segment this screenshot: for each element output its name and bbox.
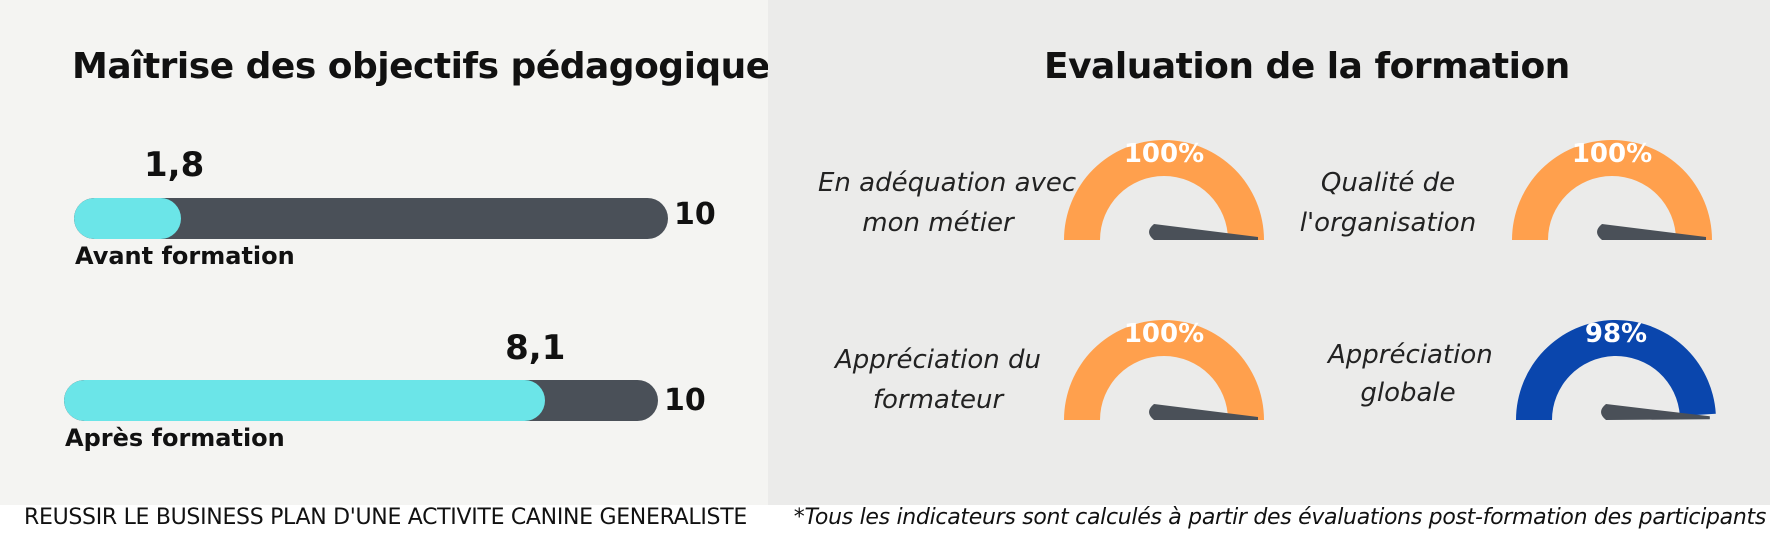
gauge-value: 100%	[1124, 139, 1204, 169]
gauge-globale: 98%	[1516, 319, 1716, 420]
bar-fill-before	[74, 198, 181, 239]
footnote: *Tous les indicateurs sont calculés à pa…	[793, 505, 1767, 530]
gauge-value: 100%	[1124, 319, 1204, 349]
gauge-needle	[1149, 224, 1258, 240]
gauge-arc	[1516, 320, 1716, 420]
gauge-metier: 100%	[1064, 139, 1264, 240]
gauge-label-formateur: Appréciation du formateur	[835, 345, 1041, 415]
bar-value-before: 1,8	[144, 145, 205, 185]
bar-max-after: 10	[664, 383, 706, 418]
gauge-label-metier: En adéquation avec mon métier	[818, 168, 1077, 238]
gauge-needle	[1597, 224, 1706, 240]
gauge-value: 98%	[1585, 319, 1647, 349]
bar-fill-after	[64, 380, 546, 421]
bar-label-before: Avant formation	[75, 242, 295, 270]
bar-label-after: Après formation	[65, 424, 285, 452]
gauge-arc	[1512, 140, 1712, 240]
bar-max-before: 10	[674, 197, 716, 232]
gauge-arc	[1064, 320, 1264, 420]
bar-track-before	[74, 198, 668, 239]
left-panel: Maîtrise des objectifs pédagogiques 1,8 …	[0, 0, 791, 505]
bar-track-after	[64, 380, 658, 421]
gauge-label-organisation: Qualité de l'organisation	[1299, 168, 1477, 238]
right-panel-title: Evaluation de la formation	[1044, 46, 1570, 87]
left-panel-title: Maîtrise des objectifs pédagogiques	[72, 46, 791, 87]
gauge-organisation: 100%	[1512, 139, 1712, 240]
course-title: REUSSIR LE BUSINESS PLAN D'UNE ACTIVITE …	[24, 505, 747, 530]
gauge-arc	[1064, 140, 1264, 240]
gauge-needle	[1601, 404, 1710, 420]
gauge-needle	[1149, 404, 1258, 420]
gauge-label-globale: Appréciation globale	[1328, 340, 1493, 408]
gauge-value: 100%	[1572, 139, 1652, 169]
bar-value-after: 8,1	[505, 328, 566, 368]
gauge-formateur: 100%	[1064, 319, 1264, 420]
right-panel: Evaluation de la formation En adéquation…	[768, 0, 1770, 505]
